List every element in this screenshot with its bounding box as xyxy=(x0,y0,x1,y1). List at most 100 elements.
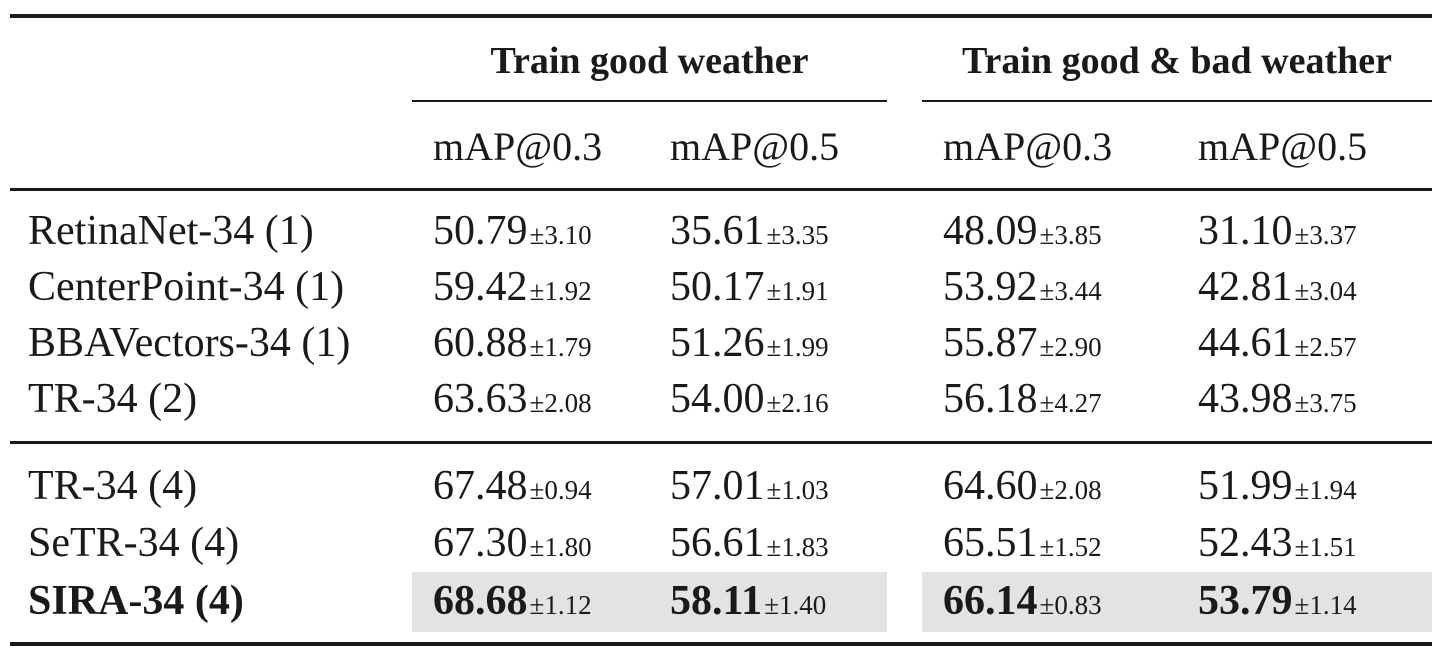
value-cell: 43.98±3.75 xyxy=(1198,371,1357,436)
value-std: ±4.27 xyxy=(1039,388,1102,418)
table-row: RetinaNet-34 (1) 50.79±3.10 35.61±3.35 4… xyxy=(0,203,1432,259)
value-mean: 58.11 xyxy=(670,578,763,624)
value-cell: 57.01±1.03 xyxy=(670,458,829,523)
value-mean: 67.30 xyxy=(433,520,528,566)
value-cell: 59.42±1.92 xyxy=(433,259,592,324)
value-std: ±2.16 xyxy=(766,388,829,418)
value-mean: 66.14 xyxy=(943,578,1038,624)
value-cell: 67.30±1.80 xyxy=(433,515,592,580)
table-row: BBAVectors-34 (1) 60.88±1.79 51.26±1.99 … xyxy=(0,315,1432,371)
method-name: SeTR-34 (4) xyxy=(28,520,240,566)
method-name: TR-34 (4) xyxy=(28,463,198,509)
value-std: ±3.37 xyxy=(1294,220,1357,250)
header-rule xyxy=(10,188,1432,191)
value-std: ±0.94 xyxy=(529,475,592,505)
value-mean: 56.61 xyxy=(670,520,765,566)
value-cell: 51.99±1.94 xyxy=(1198,458,1357,523)
value-mean: 44.61 xyxy=(1198,320,1293,366)
value-cell: 54.00±2.16 xyxy=(670,371,829,436)
col-header-map05-good: mAP@0.5 xyxy=(670,124,840,169)
value-std: ±2.08 xyxy=(1039,475,1102,505)
group-rule-good-bad-weather xyxy=(922,100,1432,102)
value-cell: 44.61±2.57 xyxy=(1198,315,1357,380)
value-cell: 56.61±1.83 xyxy=(670,515,829,580)
section-rule xyxy=(10,441,1432,444)
value-mean: 64.60 xyxy=(943,463,1038,509)
value-std: ±1.40 xyxy=(764,590,827,620)
value-cell: 65.51±1.52 xyxy=(943,515,1102,580)
value-cell: 31.10±3.37 xyxy=(1198,203,1357,268)
value-cell: 63.63±2.08 xyxy=(433,371,592,436)
table-row: CenterPoint-34 (1) 59.42±1.92 50.17±1.91… xyxy=(0,259,1432,315)
value-mean: 55.87 xyxy=(943,320,1038,366)
value-std: ±3.44 xyxy=(1039,276,1102,306)
col-header-map03-good: mAP@0.3 xyxy=(433,124,603,169)
table-row: SeTR-34 (4) 67.30±1.80 56.61±1.83 65.51±… xyxy=(0,515,1432,571)
value-mean: 42.81 xyxy=(1198,264,1293,310)
value-cell: 35.61±3.35 xyxy=(670,203,829,268)
value-std: ±3.75 xyxy=(1294,388,1357,418)
value-std: ±1.92 xyxy=(529,276,592,306)
table-row: TR-34 (2) 63.63±2.08 54.00±2.16 56.18±4.… xyxy=(0,371,1432,427)
value-mean: 51.99 xyxy=(1198,463,1293,509)
bottom-rule xyxy=(10,642,1432,646)
value-std: ±1.83 xyxy=(766,532,829,562)
table-row-best: SIRA-34 (4) 68.68±1.12 58.11±1.40 66.14±… xyxy=(0,573,1432,629)
value-mean: 56.18 xyxy=(943,376,1038,422)
value-std: ±1.79 xyxy=(529,332,592,362)
group-header-good-bad-weather: Train good & bad weather xyxy=(962,40,1392,82)
value-cell: 58.11±1.40 xyxy=(670,573,826,638)
col-header-map03-goodbad: mAP@0.3 xyxy=(943,124,1113,169)
value-cell: 60.88±1.79 xyxy=(433,315,592,380)
value-std: ±1.52 xyxy=(1039,532,1102,562)
value-mean: 53.92 xyxy=(943,264,1038,310)
value-cell: 64.60±2.08 xyxy=(943,458,1102,523)
value-cell: 42.81±3.04 xyxy=(1198,259,1357,324)
top-rule xyxy=(10,14,1432,18)
value-std: ±1.99 xyxy=(766,332,829,362)
method-name: CenterPoint-34 (1) xyxy=(28,264,345,310)
value-mean: 50.79 xyxy=(433,208,528,254)
value-std: ±1.12 xyxy=(529,590,592,620)
value-mean: 48.09 xyxy=(943,208,1038,254)
value-mean: 59.42 xyxy=(433,264,528,310)
value-std: ±3.35 xyxy=(766,220,829,250)
value-mean: 31.10 xyxy=(1198,208,1293,254)
value-cell: 48.09±3.85 xyxy=(943,203,1102,268)
value-cell: 53.92±3.44 xyxy=(943,259,1102,324)
group-header-good-weather: Train good weather xyxy=(490,40,809,82)
value-mean: 53.79 xyxy=(1198,578,1293,624)
value-cell: 51.26±1.99 xyxy=(670,315,829,380)
value-std: ±2.57 xyxy=(1294,332,1357,362)
best-highlight-good-bad-weather xyxy=(922,572,1432,632)
value-std: ±1.91 xyxy=(766,276,829,306)
value-std: ±3.04 xyxy=(1294,276,1357,306)
value-cell: 52.43±1.51 xyxy=(1198,515,1357,580)
value-std: ±3.10 xyxy=(529,220,592,250)
value-mean: 52.43 xyxy=(1198,520,1293,566)
method-name: BBAVectors-34 (1) xyxy=(28,320,351,366)
value-std: ±1.51 xyxy=(1294,532,1357,562)
value-cell: 50.17±1.91 xyxy=(670,259,829,324)
value-mean: 54.00 xyxy=(670,376,765,422)
value-cell: 55.87±2.90 xyxy=(943,315,1102,380)
value-cell: 67.48±0.94 xyxy=(433,458,592,523)
value-cell: 68.68±1.12 xyxy=(433,573,592,638)
value-std: ±3.85 xyxy=(1039,220,1102,250)
table-row: TR-34 (4) 67.48±0.94 57.01±1.03 64.60±2.… xyxy=(0,458,1432,514)
value-std: ±2.08 xyxy=(529,388,592,418)
value-std: ±0.83 xyxy=(1039,590,1102,620)
value-std: ±1.80 xyxy=(529,532,592,562)
value-mean: 35.61 xyxy=(670,208,765,254)
value-std: ±2.90 xyxy=(1039,332,1102,362)
method-name: RetinaNet-34 (1) xyxy=(28,208,314,254)
value-mean: 51.26 xyxy=(670,320,765,366)
value-mean: 68.68 xyxy=(433,578,528,624)
value-cell: 53.79±1.14 xyxy=(1198,573,1357,638)
value-std: ±1.03 xyxy=(766,475,829,505)
value-mean: 57.01 xyxy=(670,463,765,509)
col-header-map05-goodbad: mAP@0.5 xyxy=(1198,124,1368,169)
value-mean: 43.98 xyxy=(1198,376,1293,422)
value-cell: 50.79±3.10 xyxy=(433,203,592,268)
value-std: ±1.14 xyxy=(1294,590,1357,620)
